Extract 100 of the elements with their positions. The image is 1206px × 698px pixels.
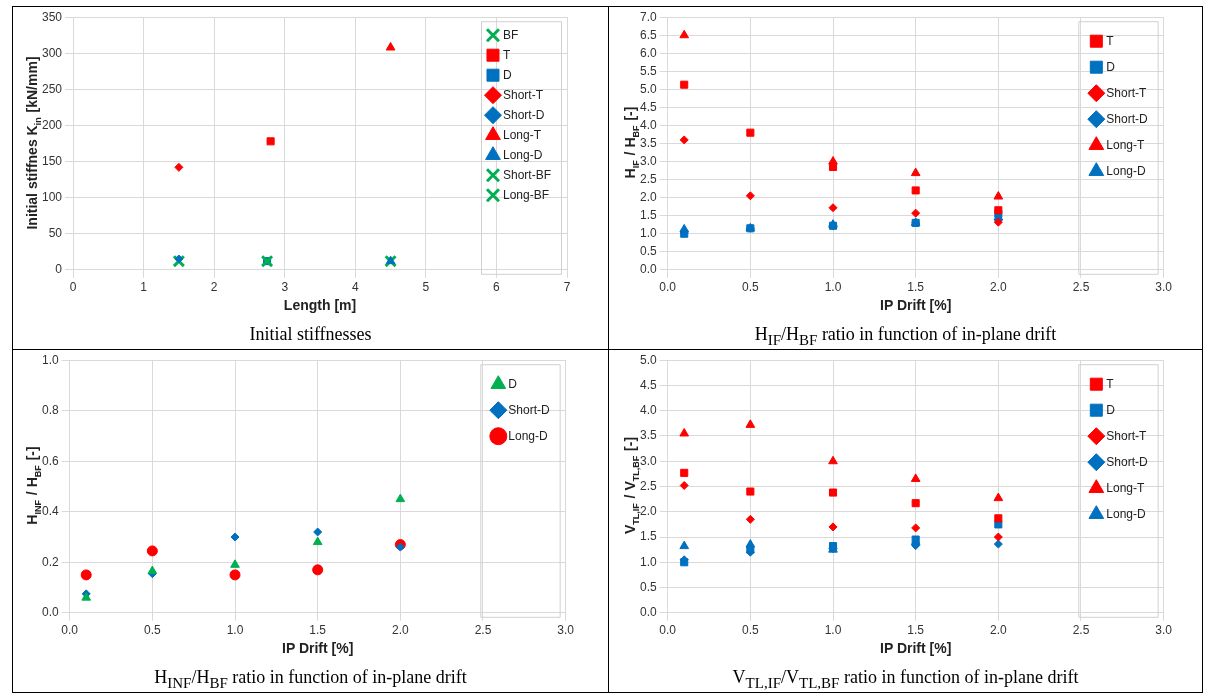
legend-label: Short-D [502, 107, 545, 122]
legend-label: Long-BF [502, 187, 550, 202]
legend-label: T [502, 47, 511, 62]
y-tick-label: 0.0 [639, 262, 657, 277]
x-tick-label: 0.0 [61, 623, 79, 638]
y-tick-label: 0.0 [41, 605, 59, 620]
legend-label: Long-T [502, 127, 542, 142]
legend-label: Short-T [1106, 85, 1147, 100]
x-tick-label: 0 [69, 280, 77, 295]
legend-label: Long-T [1106, 480, 1146, 495]
x-axis-title: IP Drift [%] [282, 640, 354, 657]
x-tick-label: 0.0 [659, 623, 677, 638]
y-tick-label: 3.5 [639, 135, 657, 150]
x-tick-label: 1.5 [309, 623, 327, 638]
y-tick-label: 4.0 [639, 117, 657, 132]
y-tick-label: 0.8 [41, 403, 59, 418]
legend-label: Short-BF [502, 167, 551, 182]
y-tick-label: 150 [41, 153, 63, 168]
x-tick-label: 1 [140, 280, 148, 295]
legend-label: Short-T [502, 87, 544, 102]
legend-label: T [1106, 33, 1115, 48]
legend-label: Long-D [1106, 163, 1147, 178]
y-tick-label: 6.0 [639, 45, 657, 60]
legend-label: Long-D [502, 147, 543, 162]
x-tick-label: 0.5 [742, 623, 760, 638]
y-tick-label: 5.0 [639, 81, 657, 96]
legend-label: D [1106, 402, 1116, 417]
y-tick-label: 3.0 [639, 453, 657, 468]
y-tick-label: 0.6 [41, 453, 59, 468]
x-tick-label: 6 [493, 280, 501, 295]
x-tick-label: 5 [422, 280, 430, 295]
x-tick-label: 2.5 [474, 623, 492, 638]
legend-label: Short-D [508, 402, 550, 417]
legend-label: T [1106, 376, 1115, 391]
text: V$_{TL,IF}$/V$_{TL,BF}$ ratio in function of in-plane drift [731, 666, 1080, 692]
x-axis-title: IP Drift [%] [880, 297, 952, 314]
text: H$_{INF}$/H$_{BF}$ ratio in function of in-plane drift [153, 666, 468, 692]
x-tick-label: 2.0 [989, 623, 1007, 638]
y-tick-label: 0.5 [639, 244, 657, 259]
text: H$_{IF}$/H$_{BF}$ ratio in function of in-plane drift [753, 323, 1058, 349]
x-axis-title: IP Drift [%] [880, 640, 952, 657]
y-tick-label: 250 [41, 81, 63, 96]
legend-label: Long-T [1106, 137, 1146, 152]
legend-label: Long-D [508, 428, 549, 443]
legend-label: BF [502, 27, 519, 42]
x-tick-label: 2.0 [989, 280, 1007, 295]
x-tick-label: 2 [210, 280, 218, 295]
x-tick-label: 2.5 [1072, 623, 1090, 638]
x-tick-label: 0.0 [659, 280, 677, 295]
y-tick-label: 1.0 [639, 226, 657, 241]
y-tick-label: 100 [41, 189, 63, 204]
y-tick-label: 0 [55, 262, 63, 277]
legend-label: D [508, 376, 518, 391]
y-tick-label: 1.5 [639, 207, 657, 222]
y-tick-label: 350 [41, 9, 63, 24]
y-tick-label: 2.0 [639, 504, 657, 519]
y-tick-label: 3.0 [639, 153, 657, 168]
x-tick-label: 0.5 [144, 623, 162, 638]
y-tick-label: 300 [41, 45, 63, 60]
y-tick-label: 2.5 [639, 478, 657, 493]
text: Initial stiffnesses [248, 323, 373, 346]
y-tick-label: 0.2 [41, 554, 59, 569]
y-tick-label: 1.5 [639, 529, 657, 544]
x-tick-label: 3 [281, 280, 289, 295]
y-tick-label: 6.5 [639, 27, 657, 42]
y-tick-label: 50 [48, 226, 63, 241]
x-tick-label: 2.5 [1072, 280, 1090, 295]
legend-label: Short-T [1106, 428, 1147, 443]
x-tick-label: 1.5 [907, 280, 925, 295]
y-tick-label: 5.5 [639, 63, 657, 78]
x-tick-label: 2.0 [391, 623, 409, 638]
x-tick-label: 3.0 [1155, 623, 1173, 638]
x-tick-label: 1.0 [824, 623, 842, 638]
y-tick-label: 200 [41, 117, 63, 132]
y-tick-label: 4.5 [639, 99, 657, 114]
y-tick-label: 2.5 [639, 171, 657, 186]
legend-label: Short-D [1106, 111, 1148, 126]
legend-label: Long-D [1106, 506, 1147, 521]
x-tick-label: 3.0 [557, 623, 575, 638]
x-tick-label: 3.0 [1155, 280, 1173, 295]
y-tick-label: 4.5 [639, 377, 657, 392]
y-tick-label: 3.5 [639, 428, 657, 443]
legend-label: D [502, 67, 512, 82]
y-tick-label: 7.0 [639, 9, 657, 24]
y-tick-label: 4.0 [639, 403, 657, 418]
y-tick-label: 2.0 [639, 189, 657, 204]
y-tick-label: 1.0 [639, 554, 657, 569]
x-tick-label: 1.0 [226, 623, 244, 638]
y-tick-label: 0.4 [41, 504, 59, 519]
y-tick-label: 5.0 [639, 352, 657, 367]
x-tick-label: 0.5 [742, 280, 760, 295]
x-tick-label: 1.5 [907, 623, 925, 638]
legend-label: D [1106, 59, 1116, 74]
legend-label: Short-D [1106, 454, 1148, 469]
y-tick-label: 0.0 [639, 605, 657, 620]
x-axis-title: Length [m] [283, 297, 357, 314]
x-tick-label: 1.0 [824, 280, 842, 295]
x-tick-label: 7 [563, 280, 571, 295]
x-tick-label: 4 [351, 280, 359, 295]
y-tick-label: 0.5 [639, 579, 657, 594]
